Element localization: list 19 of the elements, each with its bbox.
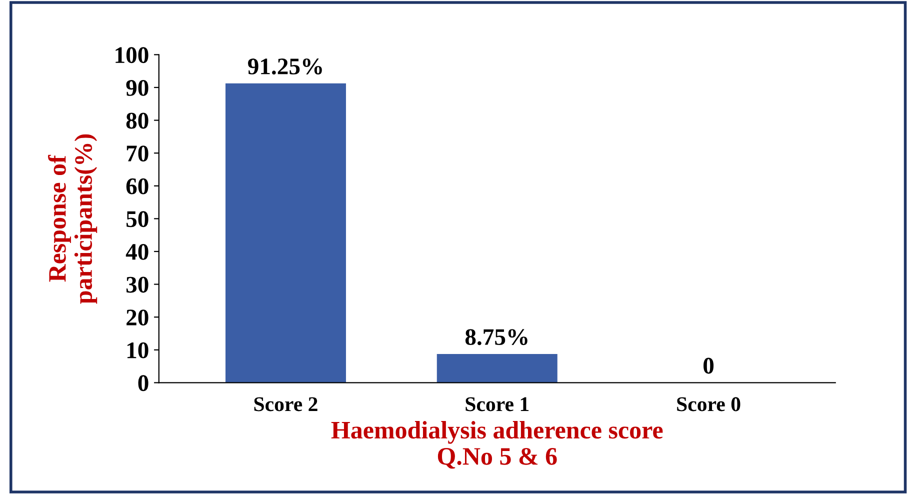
y-tick-label: 50	[126, 211, 148, 228]
y-tick-label: 100	[116, 47, 148, 64]
x-tick-label: Score 1	[466, 397, 529, 412]
y-tick-label: 40	[126, 244, 148, 260]
data-label: 8.75%	[465, 329, 528, 346]
y-tick-label: 20	[126, 310, 148, 326]
y-tick-label: 30	[126, 276, 148, 293]
x-tick-label: Score 2	[254, 397, 318, 412]
data-label: 91.25%	[248, 58, 322, 75]
y-tick-label: 80	[126, 112, 148, 129]
y-tick-label: 70	[126, 146, 148, 162]
y-axis-title: Response of participants(%)	[48, 134, 98, 304]
y-tick-label: 90	[126, 80, 148, 96]
y-tick-label: 60	[126, 178, 148, 194]
x-axis-title: Haemodialysis adherence score Q.No 5 & 6	[331, 421, 663, 469]
y-tick-label: 0	[138, 375, 148, 392]
y-tick-label: 10	[127, 342, 148, 358]
data-label: 0	[704, 358, 714, 374]
x-tick-label: Score 0	[677, 397, 740, 412]
